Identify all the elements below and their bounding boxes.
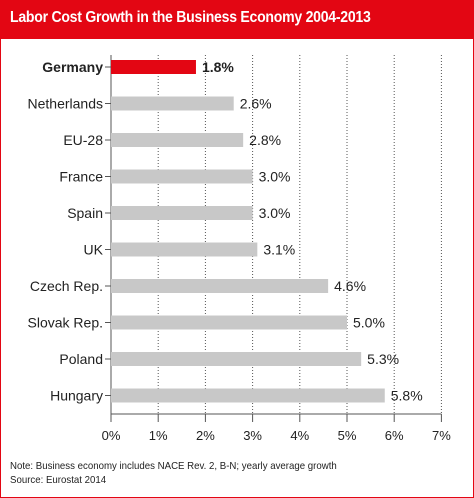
bar [111, 388, 385, 403]
bar [111, 96, 234, 111]
bar [111, 352, 362, 366]
category-label: Czech Rep. [30, 278, 103, 294]
data-label: 3.0% [259, 169, 291, 185]
x-tick-label: 0% [102, 428, 121, 443]
data-label: 3.0% [259, 205, 291, 221]
bar [111, 169, 253, 184]
category-label: Hungary [50, 388, 103, 404]
bar [111, 242, 258, 257]
x-tick-label: 4% [290, 428, 309, 443]
x-tick-label: 2% [196, 428, 215, 443]
footnote: Note: Business economy includes NACE Rev… [10, 460, 337, 472]
category-label: Spain [67, 205, 103, 221]
x-tick-label: 3% [243, 428, 262, 443]
category-label: UK [84, 242, 104, 258]
title-bar: Labor Cost Growth in the Business Econom… [1, 1, 473, 39]
category-label: EU-28 [63, 132, 103, 148]
data-label: 2.6% [240, 96, 272, 112]
data-label: 3.1% [263, 242, 295, 258]
category-label: France [59, 169, 103, 185]
x-tick-label: 5% [338, 428, 357, 443]
chart-title: Labor Cost Growth in the Business Econom… [10, 9, 371, 26]
x-tick-label: 1% [149, 428, 168, 443]
bar [111, 133, 244, 147]
category-label: Poland [59, 351, 103, 367]
data-label: 5.0% [353, 315, 385, 331]
category-label: Slovak Rep. [28, 315, 103, 331]
data-label: 5.8% [391, 388, 423, 404]
data-label: 5.3% [367, 351, 399, 367]
x-tick-label: 6% [385, 428, 404, 443]
source-note: Source: Eurostat 2014 [10, 474, 107, 486]
data-label: 2.8% [249, 132, 281, 148]
bar [111, 315, 347, 330]
data-label: 4.6% [334, 278, 366, 294]
bar [111, 60, 196, 74]
category-label: Germany [42, 59, 103, 75]
category-label: Netherlands [28, 96, 104, 112]
bar [111, 279, 329, 293]
data-label: 1.8% [202, 59, 234, 75]
x-tick-label: 7% [432, 428, 451, 443]
bar [111, 206, 253, 220]
